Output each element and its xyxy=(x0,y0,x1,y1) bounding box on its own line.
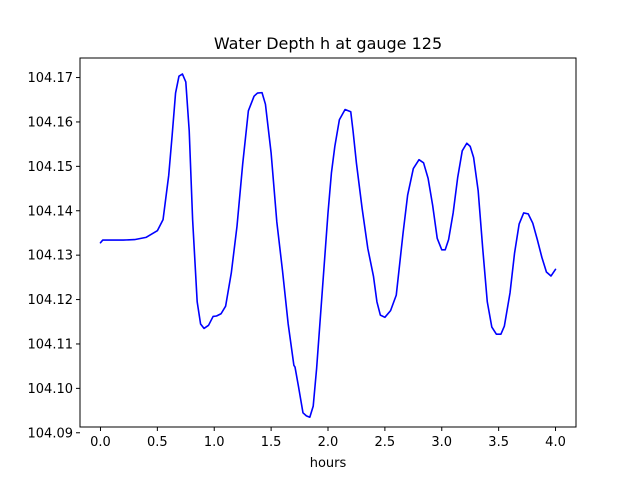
y-tick-label: 104.17 xyxy=(28,71,74,86)
y-tick-label: 104.15 xyxy=(28,160,74,175)
y-tick-label: 104.10 xyxy=(28,382,74,397)
x-tick-label: 0.5 xyxy=(147,435,168,450)
y-tick-label: 104.12 xyxy=(28,293,74,308)
x-tick-label: 2.0 xyxy=(318,435,339,450)
y-tick-label: 104.09 xyxy=(28,426,74,441)
chart-title: Water Depth h at gauge 125 xyxy=(214,34,442,53)
y-tick-label: 104.13 xyxy=(28,249,74,264)
plot-area xyxy=(99,73,557,419)
axes-frame xyxy=(79,57,577,428)
x-tick-label: 0.0 xyxy=(90,435,111,450)
x-tick-label: 3.0 xyxy=(431,435,452,450)
y-tick-label: 104.16 xyxy=(28,115,74,130)
x-tick-label: 3.5 xyxy=(488,435,509,450)
x-axis-label: hours xyxy=(310,456,347,471)
x-tick-label: 1.0 xyxy=(204,435,225,450)
y-tick-label: 104.14 xyxy=(28,204,74,219)
x-tick-label: 2.5 xyxy=(375,435,396,450)
y-tick-label: 104.11 xyxy=(28,337,74,352)
series-line-0 xyxy=(99,73,557,419)
x-tick-label: 1.5 xyxy=(261,435,282,450)
x-tick-label: 4.0 xyxy=(545,435,566,450)
axis-ticks: 0.0 0.5 1.0 1.5 2.0 2.5 3.0 3.5 4.0 104.09 104.10 1… xyxy=(28,71,566,450)
